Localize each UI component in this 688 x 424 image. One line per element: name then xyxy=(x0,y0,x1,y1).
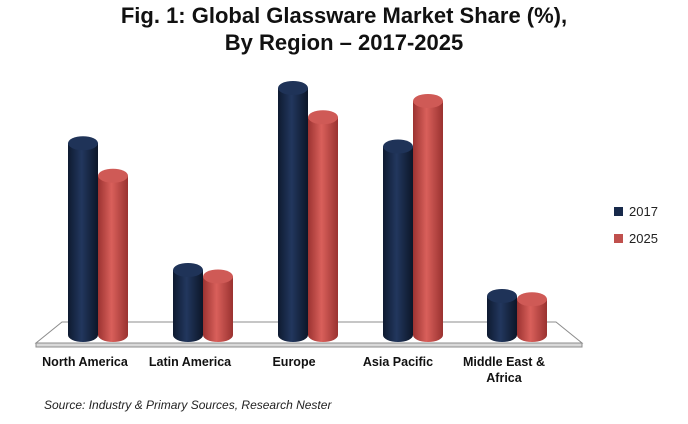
legend-swatch-2025 xyxy=(614,233,623,243)
legend: 2017 2025 xyxy=(614,203,658,257)
bar-europe-2017 xyxy=(278,81,308,342)
bar-middle-east-africa-2017 xyxy=(487,289,517,342)
legend-item-2025: 2025 xyxy=(614,230,658,246)
bar-north-america-2025 xyxy=(98,168,128,342)
bar-latin-america-2025 xyxy=(203,269,233,342)
bar-middle-east-africa-2025 xyxy=(517,292,547,342)
category-label-4: Middle East & Africa xyxy=(463,355,545,385)
bar-asia-pacific-2017 xyxy=(383,139,413,342)
chart-title-line2: By Region – 2017-2025 xyxy=(224,30,464,55)
bar-asia-pacific-2025 xyxy=(413,94,443,342)
category-label-0: North America xyxy=(42,355,129,369)
chart-title-line1: Fig. 1: Global Glassware Market Share (%… xyxy=(120,3,568,28)
bar-north-america-2017 xyxy=(68,136,98,342)
bar-latin-america-2017 xyxy=(173,263,203,342)
category-label-3: Asia Pacific xyxy=(363,355,433,369)
source-note: Source: Industry & Primary Sources, Rese… xyxy=(44,398,332,412)
chart-floor-edge xyxy=(35,342,583,348)
legend-swatch-2017 xyxy=(614,206,623,216)
bar-europe-2025 xyxy=(308,110,338,342)
chart-title: Fig. 1: Global Glassware Market Share (%… xyxy=(0,2,688,56)
category-label-1: Latin America xyxy=(149,355,232,369)
legend-label-2025: 2025 xyxy=(629,230,658,246)
legend-label-2017: 2017 xyxy=(629,203,658,219)
legend-item-2017: 2017 xyxy=(614,203,658,219)
category-label-2: Europe xyxy=(272,355,315,369)
